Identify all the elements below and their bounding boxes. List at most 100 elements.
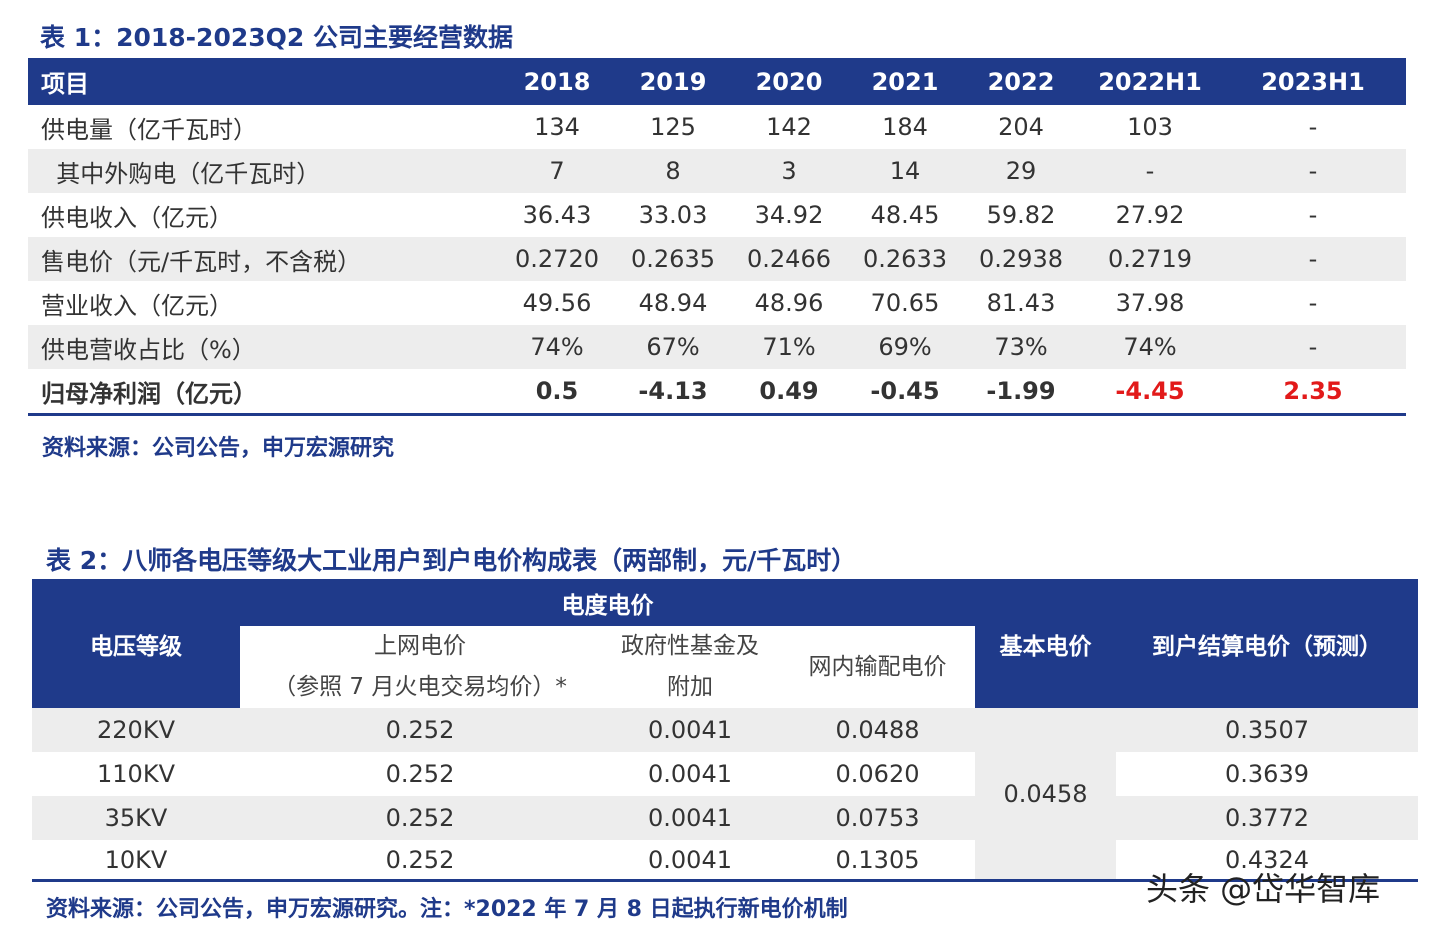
cell-2018: 49.56 bbox=[522, 289, 592, 317]
table1-header-row: 项目 2018 2019 2020 2021 2022 2022H1 2023H… bbox=[28, 58, 1406, 105]
cell-2019: 125 bbox=[650, 113, 696, 141]
cell-final-price: 0.3639 bbox=[1225, 760, 1309, 788]
cell-fund: 0.0041 bbox=[648, 845, 732, 874]
cell-2019: 48.94 bbox=[638, 289, 708, 317]
cell-2019: 67% bbox=[646, 333, 700, 361]
table1-header-2018: 2018 bbox=[523, 67, 591, 96]
cell-voltage: 110KV bbox=[97, 760, 175, 788]
cell-2018: 0.5 bbox=[535, 377, 579, 405]
cell-2018: 134 bbox=[534, 113, 580, 141]
cell-transmission: 0.0753 bbox=[835, 804, 920, 832]
table-row: 供电营收占比（%） 74% 67% 71% 69% 73% 74% - bbox=[28, 325, 1406, 369]
row-shade-band bbox=[1116, 796, 1418, 840]
header-grid-price-line2: （参照 7 月火电交易均价）* bbox=[273, 674, 567, 700]
table2: 电压等级 电度电价 上网电价 （参照 7 月火电交易均价）* 政府性基金及 附加… bbox=[32, 579, 1418, 879]
watermark: 头条 @岱华智库 bbox=[1146, 870, 1381, 908]
table-row: 其中外购电（亿千瓦时） 7 8 3 14 29 - - bbox=[28, 149, 1406, 193]
cell-final-price: 0.3507 bbox=[1225, 716, 1309, 744]
table2-title: 表 2：八师各电压等级大工业用户到户电价构成表（两部制，元/千瓦时） bbox=[46, 546, 857, 575]
cell-voltage: 220KV bbox=[97, 716, 175, 744]
cell-2023h1-highlight: 2.35 bbox=[1283, 377, 1343, 405]
cell-fund: 0.0041 bbox=[648, 804, 732, 832]
cell-2018: 36.43 bbox=[522, 201, 592, 229]
cell-2020: 0.49 bbox=[759, 377, 819, 405]
cell-2019: 33.03 bbox=[638, 201, 708, 229]
cell-2022h1-highlight: -4.45 bbox=[1115, 377, 1185, 405]
cell-2020: 71% bbox=[762, 333, 816, 361]
cell-2022h1: 27.92 bbox=[1115, 201, 1185, 229]
cell-2022: 81.43 bbox=[986, 289, 1056, 317]
cell-2023h1: - bbox=[1308, 157, 1318, 185]
cell-2019: 0.2635 bbox=[631, 245, 715, 273]
table1-header-2022h1: 2022H1 bbox=[1098, 67, 1202, 96]
cell-2022h1: 74% bbox=[1123, 333, 1177, 361]
row-label: 供电量（亿千瓦时） bbox=[41, 115, 257, 144]
cell-2022h1: - bbox=[1145, 157, 1155, 185]
cell-2021: 184 bbox=[882, 113, 928, 141]
table-row: 供电量（亿千瓦时） 134 125 142 184 204 103 - bbox=[28, 105, 1406, 149]
table1-header-2020: 2020 bbox=[755, 67, 823, 96]
cell-2020: 0.2466 bbox=[747, 245, 831, 273]
table1-header-2023h1: 2023H1 bbox=[1261, 67, 1365, 96]
header-grid-price: 上网电价 （参照 7 月火电交易均价）* bbox=[240, 626, 600, 708]
cell-2021: 0.2633 bbox=[863, 245, 947, 273]
table2-source: 资料来源：公司公告，申万宏源研究。注：*2022 年 7 月 8 日起执行新电价… bbox=[46, 897, 848, 922]
cell-final-price: 0.3772 bbox=[1225, 804, 1309, 832]
table1-header-item: 项目 bbox=[41, 70, 89, 98]
cell-fund: 0.0041 bbox=[648, 716, 732, 744]
cell-2023h1: - bbox=[1308, 201, 1318, 229]
cell-2022h1: 37.98 bbox=[1115, 289, 1185, 317]
table1-header-2022: 2022 bbox=[987, 67, 1055, 96]
cell-2018: 74% bbox=[530, 333, 584, 361]
row-label: 归母净利润（亿元） bbox=[41, 379, 257, 408]
cell-2022: 73% bbox=[994, 333, 1048, 361]
cell-2021: -0.45 bbox=[870, 377, 940, 405]
table1-header-2021: 2021 bbox=[871, 67, 939, 96]
table2-bottom-rule bbox=[32, 879, 1418, 882]
cell-transmission: 0.0620 bbox=[835, 760, 920, 788]
cell-final-price: 0.4324 bbox=[1225, 845, 1309, 874]
cell-2021: 48.45 bbox=[870, 201, 940, 229]
header-fund-line2: 附加 bbox=[667, 674, 713, 700]
cell-fund: 0.0041 bbox=[648, 760, 732, 788]
cell-voltage: 35KV bbox=[104, 804, 168, 832]
cell-2020: 142 bbox=[766, 113, 812, 141]
table1-title: 表 1：2018-2023Q2 公司主要经营数据 bbox=[40, 23, 513, 52]
table1-header-2019: 2019 bbox=[639, 67, 707, 96]
row-label: 其中外购电（亿千瓦时） bbox=[41, 159, 321, 188]
cell-2019: -4.13 bbox=[638, 377, 708, 405]
cell-2023h1: - bbox=[1308, 245, 1318, 273]
header-fund: 政府性基金及 附加 bbox=[600, 626, 780, 708]
cell-grid-price: 0.252 bbox=[385, 760, 455, 788]
cell-2018: 7 bbox=[549, 157, 565, 185]
cell-2019: 8 bbox=[665, 157, 681, 185]
table1: 项目 2018 2019 2020 2021 2022 2022H1 2023H… bbox=[28, 58, 1406, 416]
row-shade-band bbox=[32, 796, 975, 840]
cell-basic-price: 0.0458 bbox=[1003, 779, 1088, 808]
cell-grid-price: 0.252 bbox=[385, 804, 455, 832]
cell-2022: 0.2938 bbox=[979, 245, 1063, 273]
header-final-price: 到户结算电价（预测） bbox=[1116, 579, 1418, 708]
row-shade-band bbox=[1116, 708, 1418, 752]
row-shade-band bbox=[32, 708, 975, 752]
cell-2022: 204 bbox=[998, 113, 1044, 141]
cell-2021: 69% bbox=[878, 333, 932, 361]
row-label: 营业收入（亿元） bbox=[41, 291, 233, 320]
table1-source: 资料来源：公司公告，申万宏源研究 bbox=[42, 436, 395, 461]
header-grid-price-line1: 上网电价 bbox=[374, 633, 466, 659]
cell-2023h1: - bbox=[1308, 289, 1318, 317]
cell-transmission: 0.0488 bbox=[835, 716, 920, 744]
row-label: 售电价（元/千瓦时，不含税） bbox=[41, 247, 362, 276]
cell-grid-price: 0.252 bbox=[385, 716, 455, 744]
cell-2022: 29 bbox=[1005, 157, 1037, 185]
cell-2023h1: - bbox=[1308, 113, 1318, 141]
header-fund-line1: 政府性基金及 bbox=[621, 633, 759, 659]
cell-2022: 59.82 bbox=[986, 201, 1056, 229]
table-row: 营业收入（亿元） 49.56 48.94 48.96 70.65 81.43 3… bbox=[28, 281, 1406, 325]
cell-2023h1: - bbox=[1308, 333, 1318, 361]
row-label: 供电收入（亿元） bbox=[41, 203, 233, 232]
header-transmission: 网内输配电价 bbox=[780, 626, 975, 708]
header-energy-price: 电度电价 bbox=[240, 579, 975, 626]
row-label: 供电营收占比（%） bbox=[41, 335, 256, 364]
table-row: 售电价（元/千瓦时，不含税） 0.2720 0.2635 0.2466 0.26… bbox=[28, 237, 1406, 281]
